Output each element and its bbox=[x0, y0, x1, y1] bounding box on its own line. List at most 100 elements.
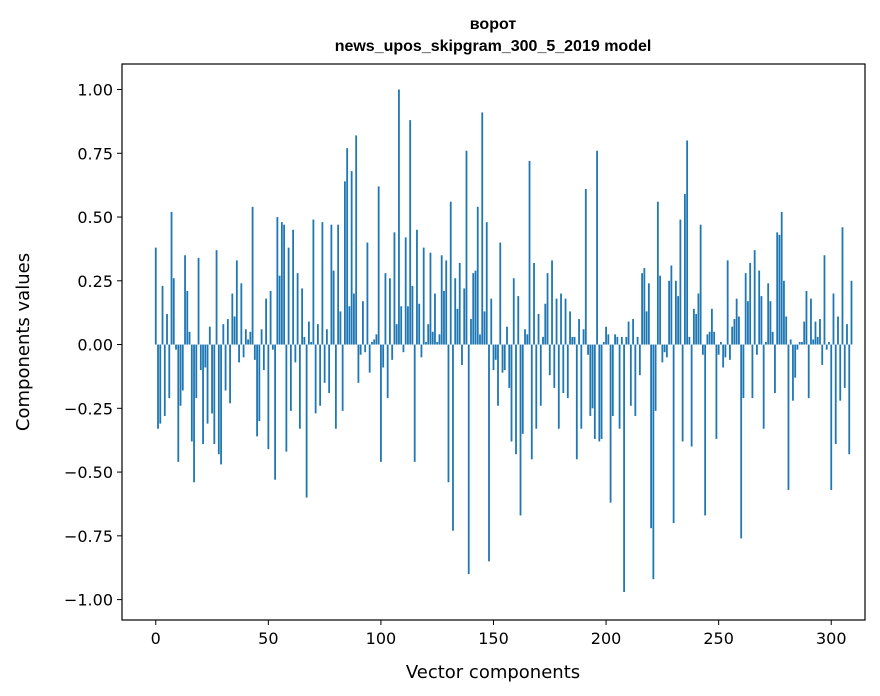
bar bbox=[334, 344, 337, 429]
bar bbox=[542, 336, 544, 345]
bar bbox=[339, 311, 342, 345]
bar bbox=[641, 273, 643, 345]
bar bbox=[839, 344, 842, 401]
bar bbox=[445, 260, 448, 345]
bar bbox=[411, 285, 414, 345]
bar bbox=[368, 344, 371, 373]
bar bbox=[292, 229, 295, 345]
bar bbox=[240, 283, 243, 345]
chart-subtitle: news_upos_skipgram_300_5_2019 model bbox=[335, 38, 652, 55]
bar bbox=[366, 242, 369, 345]
bar bbox=[280, 222, 283, 345]
bar bbox=[722, 344, 725, 368]
bar bbox=[260, 329, 263, 345]
bar bbox=[364, 344, 367, 353]
bar bbox=[598, 344, 601, 442]
bar bbox=[305, 344, 308, 498]
bar bbox=[841, 227, 844, 345]
bar bbox=[726, 260, 729, 345]
bar bbox=[467, 344, 470, 575]
bar bbox=[314, 344, 317, 414]
x-tick-label: 150 bbox=[478, 629, 509, 648]
bar bbox=[188, 331, 191, 345]
bar bbox=[776, 232, 779, 345]
bar bbox=[602, 342, 605, 345]
bar bbox=[479, 334, 481, 345]
bar bbox=[573, 336, 576, 345]
bar bbox=[328, 344, 331, 394]
bar bbox=[720, 342, 722, 345]
bar bbox=[172, 278, 175, 345]
bar bbox=[456, 308, 459, 345]
bar bbox=[733, 319, 736, 345]
bar bbox=[434, 293, 436, 345]
bar bbox=[659, 275, 662, 345]
bar bbox=[555, 298, 558, 345]
bar bbox=[731, 326, 734, 345]
bar bbox=[199, 344, 202, 371]
bar bbox=[190, 344, 193, 442]
bar bbox=[303, 336, 306, 345]
bar bbox=[692, 308, 695, 345]
bar bbox=[756, 344, 758, 355]
bar bbox=[769, 301, 772, 345]
bar bbox=[519, 344, 522, 516]
bar bbox=[803, 321, 806, 345]
x-tick-label: 50 bbox=[258, 629, 278, 648]
bar bbox=[407, 306, 409, 345]
bar bbox=[168, 344, 171, 399]
bar bbox=[177, 344, 180, 462]
bar bbox=[310, 342, 313, 345]
bar bbox=[508, 344, 511, 388]
bar bbox=[650, 344, 653, 529]
bar bbox=[593, 344, 596, 439]
bar bbox=[323, 344, 326, 383]
bar bbox=[319, 344, 322, 406]
bar bbox=[211, 344, 213, 414]
bar bbox=[607, 334, 610, 345]
bar bbox=[348, 306, 351, 345]
bar bbox=[569, 311, 571, 345]
bar bbox=[157, 344, 159, 429]
bar bbox=[681, 344, 684, 442]
bar bbox=[643, 268, 646, 345]
bar bbox=[711, 308, 713, 345]
bar bbox=[222, 324, 225, 345]
bar bbox=[686, 140, 689, 345]
bar bbox=[611, 344, 614, 416]
bar bbox=[195, 344, 198, 399]
bar bbox=[683, 194, 686, 345]
bar bbox=[425, 342, 427, 345]
bar bbox=[819, 319, 821, 345]
bar bbox=[341, 344, 344, 411]
bar bbox=[584, 188, 587, 345]
bar bbox=[589, 344, 592, 416]
bar bbox=[587, 344, 589, 355]
bar bbox=[796, 344, 799, 350]
bar bbox=[499, 242, 502, 345]
bar bbox=[380, 344, 382, 462]
bar bbox=[265, 298, 267, 345]
bar bbox=[400, 306, 403, 345]
bar bbox=[238, 344, 240, 363]
bar bbox=[251, 206, 254, 345]
bar bbox=[717, 344, 720, 355]
bar bbox=[510, 344, 513, 442]
bar bbox=[476, 206, 479, 345]
bar bbox=[785, 316, 788, 345]
bar bbox=[416, 229, 418, 345]
bar bbox=[449, 201, 452, 345]
bar bbox=[580, 344, 583, 429]
bar bbox=[512, 278, 515, 345]
bar bbox=[377, 186, 380, 345]
bar bbox=[566, 344, 569, 399]
bar bbox=[267, 344, 270, 450]
bar bbox=[729, 344, 731, 360]
bar bbox=[810, 298, 812, 345]
bar bbox=[184, 255, 186, 345]
bar bbox=[208, 326, 211, 345]
bar bbox=[537, 313, 540, 345]
bar bbox=[629, 344, 632, 406]
bar bbox=[483, 311, 486, 345]
